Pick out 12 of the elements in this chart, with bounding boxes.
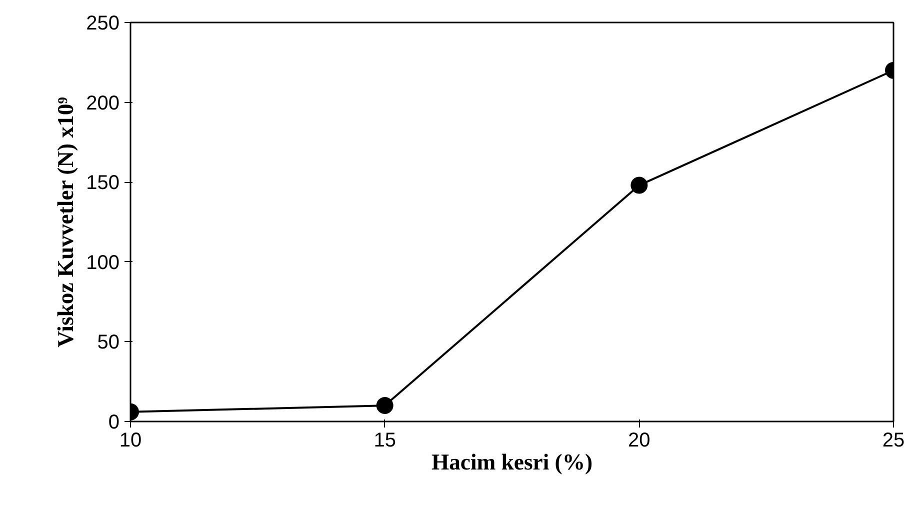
x-tick-label: 10 xyxy=(119,430,142,452)
y-tick-label: 100 xyxy=(86,252,120,274)
y-tick-label: 200 xyxy=(86,92,120,114)
x-axis-title: Hacim kesri (%) xyxy=(431,450,593,474)
y-tick-label: 150 xyxy=(86,172,120,194)
x-tick-label: 25 xyxy=(882,430,905,452)
y-tick-label: 0 xyxy=(108,412,120,434)
x-tick-label: 20 xyxy=(628,430,650,452)
y-tick-label: 250 xyxy=(86,12,120,34)
y-axis-title: Viskoz Kuvvetler (N) x10⁹ xyxy=(53,96,78,348)
y-tick-label: 50 xyxy=(97,332,120,354)
x-tick-label: 15 xyxy=(374,430,396,452)
